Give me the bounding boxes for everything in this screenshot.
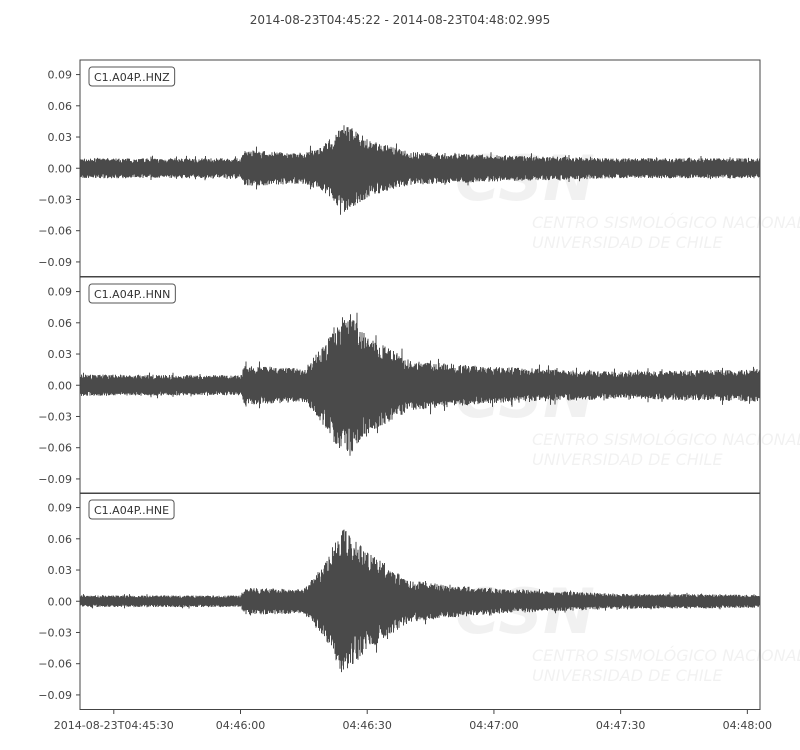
- waveform-trace: [79, 125, 761, 215]
- chart-title: 2014-08-23T04:45:22 - 2014-08-23T04:48:0…: [249, 13, 551, 27]
- y-tick-label: 0.03: [48, 131, 73, 144]
- svg-text:UNIVERSIDAD DE CHILE: UNIVERSIDAD DE CHILE: [532, 233, 723, 252]
- y-tick-label: 0.06: [48, 317, 73, 330]
- y-tick-label: −0.06: [38, 225, 72, 238]
- svg-text:CENTRO SISMOLÓGICO NACIONAL: CENTRO SISMOLÓGICO NACIONAL: [532, 213, 800, 232]
- channel-label: C1.A04P..HNZ: [88, 66, 176, 87]
- y-tick-label: 0.06: [48, 100, 73, 113]
- y-tick-label: −0.06: [38, 442, 72, 455]
- svg-text:CENTRO SISMOLÓGICO NACIONAL: CENTRO SISMOLÓGICO NACIONAL: [532, 646, 800, 665]
- svg-text:C1.A04P..HNZ: C1.A04P..HNZ: [94, 71, 170, 84]
- x-tick-label: 04:47:00: [469, 719, 518, 732]
- svg-text:UNIVERSIDAD DE CHILE: UNIVERSIDAD DE CHILE: [532, 666, 723, 685]
- x-tick-label: 04:47:30: [596, 719, 645, 732]
- x-tick-label: 04:46:30: [343, 719, 392, 732]
- y-tick-label: −0.03: [38, 626, 72, 639]
- y-tick-label: −0.09: [38, 473, 72, 486]
- svg-text:C1.A04P..HNN: C1.A04P..HNN: [94, 288, 170, 301]
- y-tick-label: −0.06: [38, 658, 72, 671]
- y-tick-label: −0.03: [38, 410, 72, 423]
- y-tick-label: 0.00: [48, 379, 73, 392]
- x-tick-label: 04:46:00: [216, 719, 265, 732]
- y-tick-label: 0.09: [48, 286, 73, 299]
- y-tick-label: −0.03: [38, 193, 72, 206]
- waveform-trace: [79, 312, 761, 456]
- channel-label: C1.A04P..HNN: [88, 283, 176, 304]
- y-tick-label: −0.09: [38, 256, 72, 269]
- y-tick-label: 0.09: [48, 69, 73, 82]
- y-tick-label: 0.09: [48, 502, 73, 515]
- x-tick-label: 04:48:00: [723, 719, 772, 732]
- svg-text:UNIVERSIDAD DE CHILE: UNIVERSIDAD DE CHILE: [532, 450, 723, 469]
- x-tick-label: 2014-08-23T04:45:30: [54, 719, 174, 732]
- svg-text:CENTRO SISMOLÓGICO NACIONAL: CENTRO SISMOLÓGICO NACIONAL: [532, 430, 800, 449]
- y-tick-label: 0.03: [48, 348, 73, 361]
- y-tick-label: −0.09: [38, 689, 72, 702]
- channel-label: C1.A04P..HNE: [88, 499, 175, 520]
- y-tick-label: 0.03: [48, 564, 73, 577]
- y-tick-label: 0.00: [48, 162, 73, 175]
- y-tick-label: 0.06: [48, 533, 73, 546]
- waveform-trace: [79, 529, 761, 673]
- svg-text:C1.A04P..HNE: C1.A04P..HNE: [94, 504, 169, 517]
- y-tick-label: 0.00: [48, 595, 73, 608]
